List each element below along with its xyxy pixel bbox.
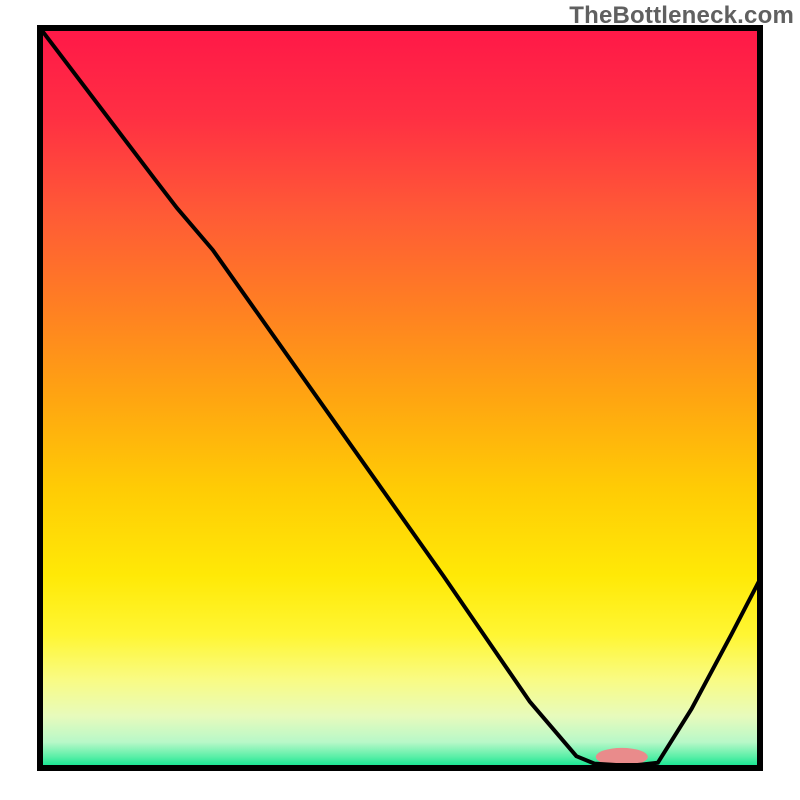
plot-background — [40, 28, 760, 768]
gradient-chart — [0, 0, 800, 800]
chart-canvas: TheBottleneck.com — [0, 0, 800, 800]
watermark-text: TheBottleneck.com — [569, 2, 794, 30]
